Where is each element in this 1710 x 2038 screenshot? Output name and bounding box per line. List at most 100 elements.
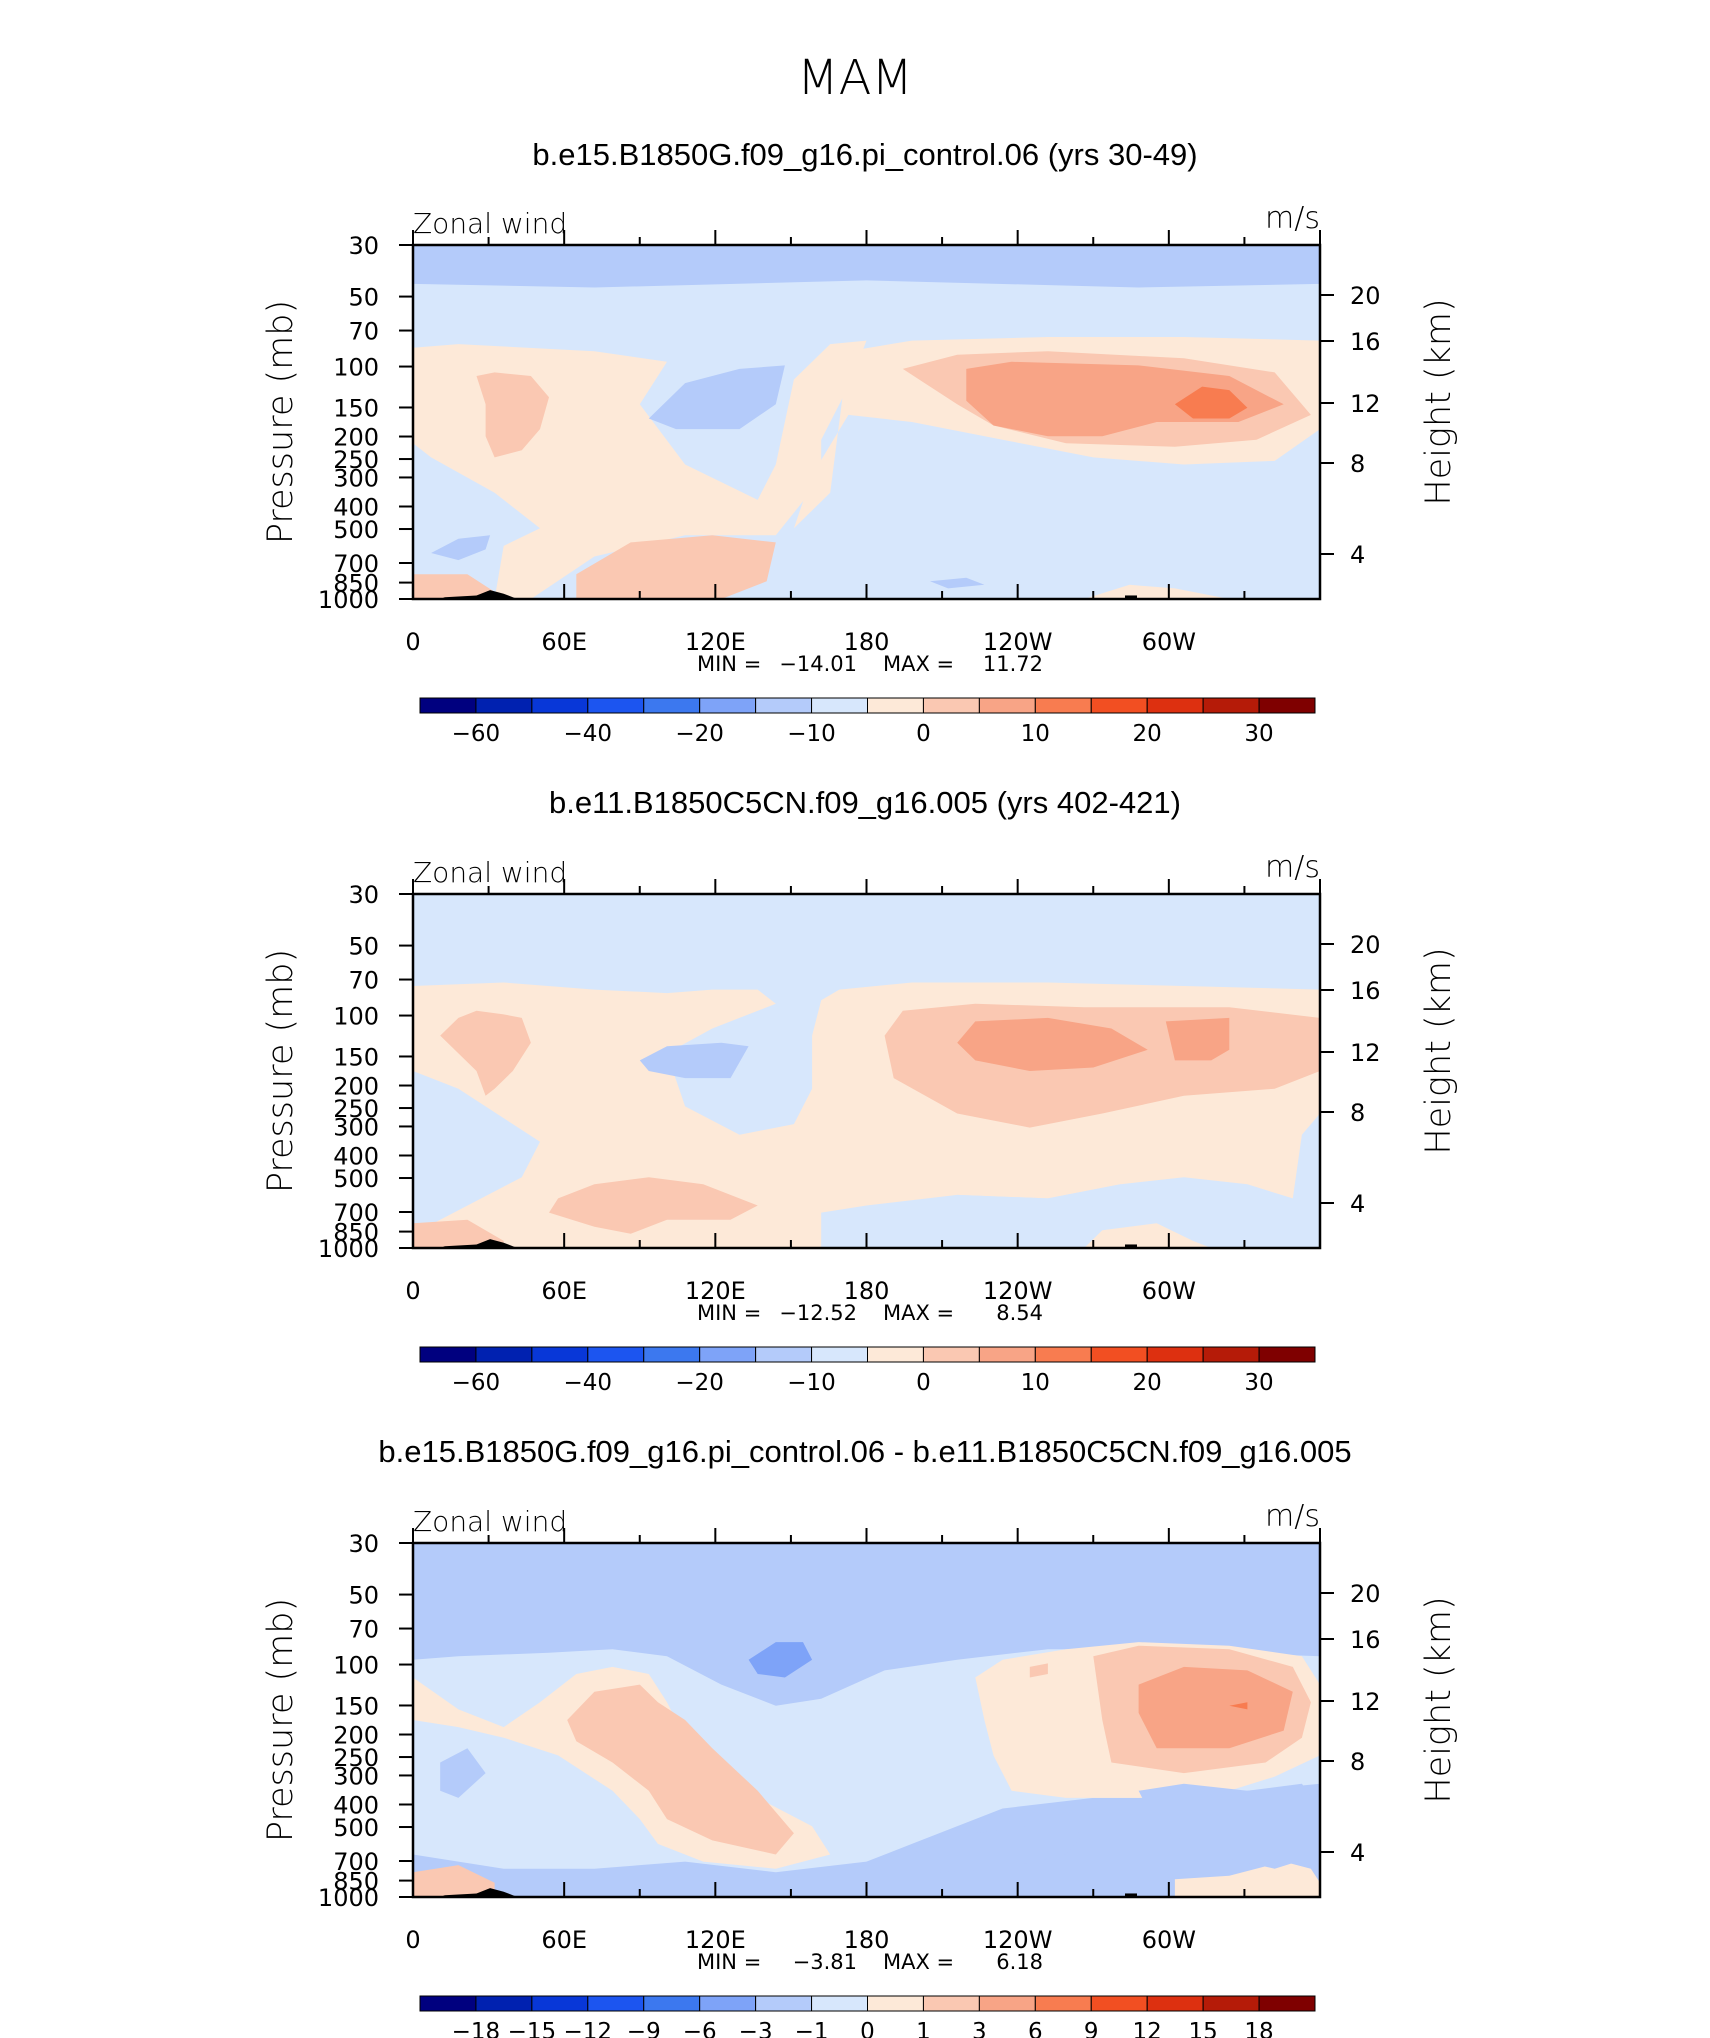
contour-region	[1174, 386, 1248, 419]
x-tick-label: 120E	[685, 1926, 746, 1954]
y2-tick-label: 20	[1350, 282, 1381, 310]
max-value: 11.72	[983, 652, 1043, 676]
y2-tick-label: 4	[1350, 1190, 1365, 1218]
max-value: 6.18	[996, 1950, 1043, 1974]
y2-tick-label: 4	[1350, 1839, 1365, 1867]
contour-region	[413, 574, 495, 599]
x-tick-label: 180	[844, 1277, 890, 1305]
x-tick-label: 0	[405, 1926, 420, 1954]
colorbar-label: −3	[739, 2019, 773, 2038]
colorbar-label: 12	[1133, 2019, 1162, 2038]
y-tick-label: 50	[348, 284, 379, 312]
y-tick-label: 300	[333, 1762, 379, 1790]
min-label: MIN =	[697, 1301, 761, 1325]
y-tick-label: 70	[348, 318, 379, 346]
x-tick-label: 60E	[541, 1277, 587, 1305]
y-tick-label: 850	[333, 1219, 379, 1247]
max-label: MAX =	[883, 652, 954, 676]
contour-region	[911, 1826, 1085, 1873]
y-tick-label: 1000	[318, 1235, 379, 1263]
chart-title: b.e11.B1850C5CN.f09_g16.005 (yrs 402-421…	[549, 785, 1181, 820]
y-tick-label: 400	[333, 1142, 379, 1170]
y-tick-label: 1000	[318, 586, 379, 614]
colorbar-label: 20	[1133, 721, 1162, 747]
y-tick-label: 250	[333, 446, 379, 474]
panels: b.e15.B1850G.f09_g16.pi_control.06 (yrs …	[261, 137, 1459, 2038]
colorbar-swatch	[419, 1995, 477, 2012]
colorbar-swatch	[1258, 1995, 1316, 2012]
colorbar-swatch	[587, 1346, 645, 1363]
y-tick-label: 300	[333, 464, 379, 492]
min-value: −14.01	[779, 652, 857, 676]
colorbar-label: 0	[916, 721, 931, 747]
colorbar-label: −40	[564, 721, 613, 747]
y2-tick-label: 12	[1350, 1039, 1381, 1067]
x-tick-label: 120E	[685, 1277, 746, 1305]
colorbar-swatch	[531, 1346, 589, 1363]
contour-region	[1138, 1783, 1320, 1869]
y-axis-label: Pressure (mb)	[261, 1598, 301, 1842]
contour-region	[413, 1219, 504, 1248]
colorbar-swatch	[922, 1995, 980, 2012]
colorbar-swatch	[643, 697, 701, 714]
colorbar-swatch	[419, 697, 477, 714]
colorbar-label: 0	[860, 2019, 875, 2038]
y-tick-label: 400	[333, 1791, 379, 1819]
contour-region	[1084, 584, 1230, 599]
y-tick-label: 100	[333, 354, 379, 382]
colorbar-swatch	[922, 697, 980, 714]
y-tick-label: 1000	[318, 1884, 379, 1912]
contour-region	[648, 365, 785, 430]
colorbar-swatch	[811, 1995, 868, 2012]
x-tick-label: 120E	[685, 628, 746, 656]
y2-tick-label: 8	[1350, 450, 1365, 478]
y-tick-label: 700	[333, 550, 379, 578]
contour-region	[440, 1748, 486, 1798]
colorbar-label: 30	[1244, 721, 1273, 747]
colorbar-label: −60	[452, 1370, 501, 1396]
contour-region	[413, 245, 1320, 288]
colorbar-swatch	[587, 697, 645, 714]
chart-units: m/s	[1265, 201, 1320, 236]
y-axis-label: Pressure (mb)	[261, 949, 301, 1193]
contour-region	[1084, 1223, 1212, 1248]
min-value: −3.81	[793, 1950, 857, 1974]
colorbar-swatch	[1034, 697, 1092, 714]
y-tick-label: 150	[333, 394, 379, 422]
colorbar-swatch	[475, 697, 533, 714]
colorbar-label: −1	[795, 2019, 829, 2038]
colorbar-swatch	[419, 1346, 477, 1363]
colorbar-swatch	[978, 697, 1036, 714]
colorbar-swatch	[1258, 697, 1316, 714]
chart-units: m/s	[1265, 1499, 1320, 1534]
colorbar-swatch	[1202, 1995, 1260, 2012]
contour-region	[476, 372, 549, 458]
colorbar-label: −6	[683, 2019, 717, 2038]
y-tick-label: 30	[348, 232, 379, 260]
y-tick-label: 50	[348, 933, 379, 961]
colorbar-label: −10	[787, 721, 836, 747]
colorbar-label: 3	[972, 2019, 987, 2038]
colorbar-swatch	[1090, 1995, 1148, 2012]
x-tick-label: 120W	[983, 1926, 1053, 1954]
contour-region	[748, 1642, 813, 1678]
colorbar-label: 6	[1028, 2019, 1043, 2038]
contour-region	[440, 1010, 531, 1096]
colorbar-swatch	[1034, 1995, 1092, 2012]
colorbar-swatch	[531, 1995, 589, 2012]
topography	[440, 590, 518, 599]
y-tick-label: 50	[348, 1582, 379, 1610]
y-tick-label: 400	[333, 493, 379, 521]
topography	[1124, 1244, 1137, 1249]
y2-tick-label: 8	[1350, 1099, 1365, 1127]
x-tick-label: 60W	[1142, 1277, 1196, 1305]
y-tick-label: 700	[333, 1199, 379, 1227]
contour-region	[1029, 1663, 1048, 1678]
y-tick-label: 500	[333, 1165, 379, 1193]
y2-tick-label: 12	[1350, 390, 1381, 418]
colorbar-swatch	[1146, 1995, 1204, 2012]
colorbar-swatch	[1202, 1346, 1260, 1363]
colorbar-swatch	[475, 1346, 533, 1363]
y-tick-label: 30	[348, 881, 379, 909]
topography	[1124, 595, 1137, 600]
